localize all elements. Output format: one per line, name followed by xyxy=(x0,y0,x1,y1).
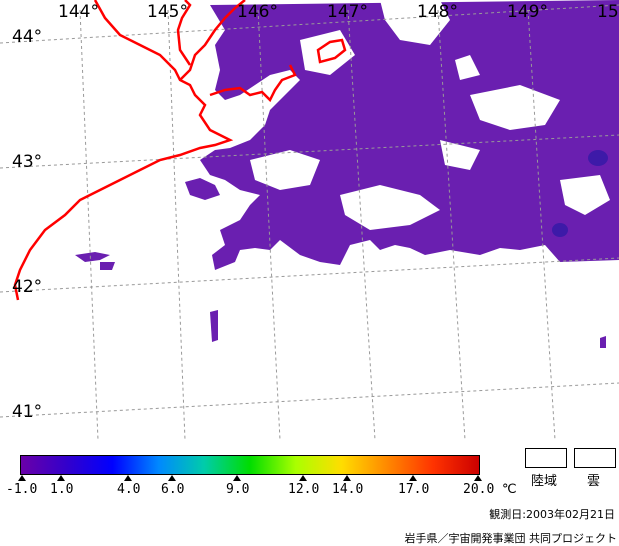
lat-label-42: 42° xyxy=(12,277,43,297)
sea-surface-temperature-map xyxy=(0,0,619,440)
cold-patches xyxy=(552,150,608,237)
colorbar-tick xyxy=(168,475,176,481)
colorbar-tick xyxy=(474,475,482,481)
colorbar-label: -1.0 xyxy=(6,482,38,497)
temperature-colorbar xyxy=(20,455,480,475)
land-legend-swatch xyxy=(525,448,567,468)
colorbar-label: 17.0 xyxy=(398,482,430,497)
cloud-legend-swatch xyxy=(574,448,616,468)
lon-label-145: 145° xyxy=(147,2,188,22)
lon-label-147: 147° xyxy=(327,2,368,22)
colorbar-label: 20.0 xyxy=(463,482,495,497)
colorbar-tick xyxy=(299,475,307,481)
colorbar-tick xyxy=(124,475,132,481)
colorbar-tick xyxy=(343,475,351,481)
lon-label-148: 148° xyxy=(417,2,458,22)
colorbar-tick xyxy=(409,475,417,481)
colorbar-unit: ℃ xyxy=(502,482,517,497)
colorbar-tick xyxy=(233,475,241,481)
colorbar-label: 4.0 xyxy=(117,482,141,497)
land-legend-label: 陸域 xyxy=(531,474,558,489)
colorbar-tick xyxy=(18,475,26,481)
credit-text: 岩手県／宇宙開発事業団 共同プロジェクト xyxy=(404,532,618,545)
colorbar-label: 14.0 xyxy=(332,482,364,497)
lon-label-149: 149° xyxy=(507,2,548,22)
colorbar-label: 9.0 xyxy=(226,482,250,497)
lon-label-146: 146° xyxy=(237,2,278,22)
lat-label-43: 43° xyxy=(12,152,43,172)
colorbar-label: 6.0 xyxy=(161,482,185,497)
cloud-legend-label: 雲 xyxy=(587,474,601,489)
lat-label-44: 44° xyxy=(12,27,43,47)
graticule xyxy=(0,4,619,440)
lon-label-150: 15 xyxy=(597,2,619,22)
colorbar-label: 12.0 xyxy=(288,482,320,497)
coastline xyxy=(13,0,347,301)
observation-date: 観測日:2003年02月21日 xyxy=(489,508,615,521)
colorbar-tick xyxy=(57,475,65,481)
lon-label-144: 144° xyxy=(58,2,99,22)
colorbar-label: 1.0 xyxy=(50,482,74,497)
lat-label-41: 41° xyxy=(12,402,43,422)
